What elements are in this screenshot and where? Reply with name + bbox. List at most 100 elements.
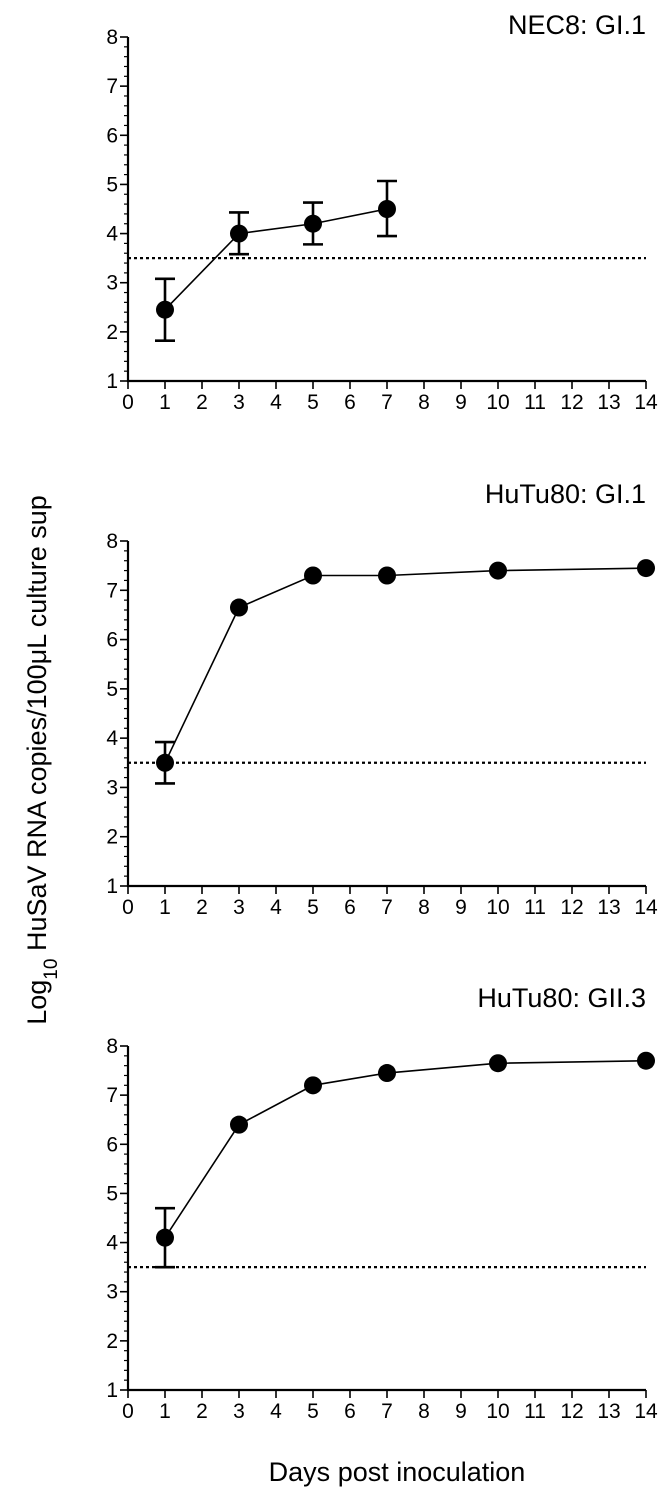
data-point xyxy=(378,1064,396,1083)
y-tick-label: 8 xyxy=(106,530,118,553)
x-tick-label: 11 xyxy=(524,896,546,919)
y-tick-label: 5 xyxy=(106,1182,118,1205)
x-tick-label: 14 xyxy=(634,896,658,919)
y-tick-label: 1 xyxy=(106,370,118,393)
x-tick-label: 1 xyxy=(159,896,171,919)
y-axis-label-main: Log xyxy=(22,980,52,1025)
x-tick-label: 1 xyxy=(159,391,171,414)
x-tick-label: 6 xyxy=(344,1400,356,1423)
x-tick-label: 5 xyxy=(307,391,319,414)
x-tick-label: 13 xyxy=(597,391,620,414)
y-tick-label: 3 xyxy=(106,776,118,799)
y-axis-label-rest: HuSaV RNA copies/100μL culture sup xyxy=(22,495,52,958)
data-point xyxy=(489,561,507,580)
x-tick-label: 9 xyxy=(455,1400,467,1423)
y-tick-label: 7 xyxy=(106,1084,118,1107)
y-tick-label: 6 xyxy=(106,124,118,147)
x-tick-label: 3 xyxy=(233,1400,245,1423)
data-point xyxy=(230,598,248,617)
x-tick-label: 12 xyxy=(560,1400,583,1423)
x-tick-label: 9 xyxy=(455,391,467,414)
x-tick-label: 14 xyxy=(634,1400,658,1423)
data-point xyxy=(156,753,174,772)
data-point xyxy=(304,214,322,233)
x-tick-label: 10 xyxy=(486,1400,509,1423)
x-tick-label: 2 xyxy=(196,1400,208,1423)
data-point xyxy=(230,224,248,243)
data-point xyxy=(378,200,396,218)
x-tick-label: 10 xyxy=(486,896,509,919)
y-tick-label: 4 xyxy=(106,223,118,246)
x-tick-label: 13 xyxy=(597,1400,620,1423)
data-point xyxy=(489,1054,507,1073)
y-tick-label: 1 xyxy=(106,1379,118,1402)
y-tick-label: 2 xyxy=(106,1330,118,1353)
x-tick-label: 0 xyxy=(122,1400,134,1423)
x-tick-label: 7 xyxy=(381,391,393,414)
x-tick-label: 1 xyxy=(159,1400,171,1423)
x-tick-label: 5 xyxy=(307,896,319,919)
y-tick-label: 5 xyxy=(106,173,118,196)
y-tick-label: 3 xyxy=(106,272,118,295)
x-tick-label: 4 xyxy=(270,1400,282,1423)
x-tick-label: 8 xyxy=(418,391,430,414)
x-tick-label: 7 xyxy=(381,1400,393,1423)
y-tick-label: 6 xyxy=(106,629,118,652)
x-tick-label: 2 xyxy=(196,391,208,414)
data-point xyxy=(304,566,322,585)
x-tick-label: 3 xyxy=(233,896,245,919)
series-line xyxy=(164,208,388,311)
x-tick-label: 11 xyxy=(524,391,546,414)
x-tick-label: 8 xyxy=(418,896,430,919)
x-tick-label: 9 xyxy=(455,896,467,919)
data-point xyxy=(156,1228,174,1247)
y-tick-label: 7 xyxy=(106,579,118,602)
x-tick-label: 11 xyxy=(524,1400,546,1423)
x-tick-label: 6 xyxy=(344,391,356,414)
x-tick-label: 6 xyxy=(344,896,356,919)
y-tick-label: 1 xyxy=(106,875,118,898)
x-tick-label: 5 xyxy=(307,1400,319,1423)
x-tick-label: 3 xyxy=(233,391,245,414)
data-point xyxy=(304,1076,322,1095)
y-tick-label: 2 xyxy=(106,321,118,344)
y-tick-label: 3 xyxy=(106,1281,118,1304)
x-tick-label: 14 xyxy=(634,391,658,414)
y-tick-label: 8 xyxy=(106,26,118,49)
chart-title: NEC8: GI.1 xyxy=(508,10,646,40)
x-tick-label: 8 xyxy=(418,1400,430,1423)
x-tick-label: 0 xyxy=(122,896,134,919)
x-tick-label: 0 xyxy=(122,391,134,414)
x-tick-label: 4 xyxy=(270,896,282,919)
x-tick-label: 4 xyxy=(270,391,282,414)
y-tick-label: 6 xyxy=(106,1133,118,1156)
x-tick-label: 7 xyxy=(381,896,393,919)
data-point xyxy=(637,1051,655,1070)
y-tick-label: 4 xyxy=(106,1232,118,1255)
x-tick-label: 10 xyxy=(486,391,509,414)
data-point xyxy=(378,566,396,585)
data-point xyxy=(230,1115,248,1134)
series-line xyxy=(164,1059,647,1239)
x-axis-label: Days post inoculation xyxy=(269,1457,526,1487)
series-line xyxy=(164,567,647,764)
chart-title: HuTu80: GI.1 xyxy=(485,479,646,509)
y-axis-label-subscript: 10 xyxy=(41,959,62,980)
data-point xyxy=(637,559,655,578)
y-tick-label: 7 xyxy=(106,75,118,98)
x-tick-label: 12 xyxy=(560,896,583,919)
y-tick-label: 5 xyxy=(106,678,118,701)
x-tick-label: 13 xyxy=(597,896,620,919)
y-tick-label: 2 xyxy=(106,826,118,849)
y-axis-label: Log10 HuSaV RNA copies/100μL culture sup xyxy=(22,495,62,1025)
x-tick-label: 2 xyxy=(196,896,208,919)
y-tick-label: 4 xyxy=(106,727,118,750)
x-tick-label: 12 xyxy=(560,391,583,414)
chart-title: HuTu80: GII.3 xyxy=(477,983,646,1013)
data-point xyxy=(156,300,174,319)
